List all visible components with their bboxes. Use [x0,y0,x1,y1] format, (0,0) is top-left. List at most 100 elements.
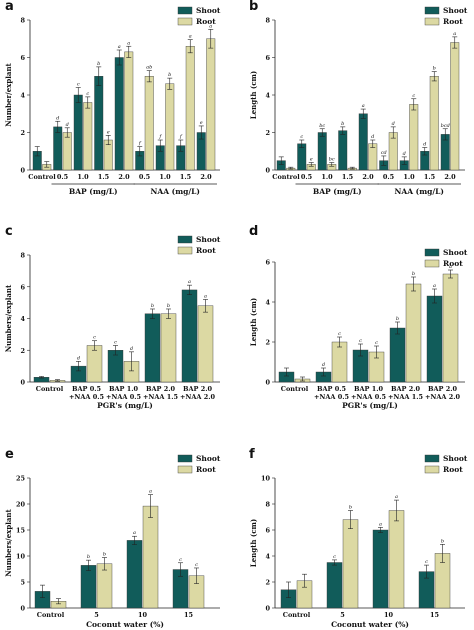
y-axis-label: Numbers/explant [4,509,13,577]
legend-swatch-root [424,259,440,268]
x-tick-label: 1.0 [159,173,171,181]
significance-letter: bcd [441,123,450,129]
y-tick-label: 2 [20,347,25,355]
x-tick-label: Control [281,385,309,393]
bar-shoot [326,562,343,609]
y-axis-label: Length (cm) [249,298,258,346]
chart-panel-c: c 0 2 4 6 8 Numbers/explant Shoot Root Control d c B… [4,224,221,410]
legend-label-shoot: Shoot [443,6,468,15]
panel-letter-e: e [5,447,14,462]
legend-swatch-root [424,17,440,26]
y-tick-label: 6 [265,527,270,535]
significance-letter: b [87,554,90,560]
group-label: NAA (mg/L) [151,187,200,196]
legend-swatch-root [177,17,193,26]
significance-letter: d [403,151,406,157]
bar-root [388,510,405,609]
legend-swatch-shoot [424,6,440,15]
significance-letter: a [189,34,192,40]
significance-letter: c [333,554,336,560]
bar-root [450,42,460,171]
y-tick-label: 4 [265,92,270,100]
x-tick-label: BAP 2.0 [183,385,212,393]
significance-letter: b [341,121,344,127]
significance-letter: b [349,505,352,511]
bar-root [206,38,216,171]
y-tick-label: 6 [20,283,25,291]
panel-letter-d: d [249,224,258,239]
x-tick-label: 1.0 [77,173,89,181]
x-tick-label: 10 [384,611,394,619]
significance-letter: b [396,316,399,322]
significance-letter: a [133,530,136,536]
chart-panel-a: a 0 2 4 6 8 Number/explant Shoot Root Control d d 0.… [4,0,221,196]
legend-swatch-root [424,465,440,474]
significance-letter: d [371,134,374,140]
bar-shoot [338,130,348,171]
x-tick-label: 2.0 [200,173,212,181]
x-tick-label: BAP 0.5 [72,385,101,393]
significance-letter: c [77,82,80,88]
legend-swatch-shoot [177,6,193,15]
x-tick-label: 2.0 [362,173,374,181]
significance-letter: a [395,494,398,500]
bar-root [62,132,72,171]
y-tick-label: 4 [265,553,270,561]
significance-letter: a [149,489,152,495]
x-axis-label: PGR's (mg/L) [342,401,398,410]
x-tick-label: +NAA 1.5 [143,393,179,401]
significance-letter: a [188,279,191,285]
x-tick-label: +NAA 0.5 [351,393,387,401]
legend-swatch-root [177,465,193,474]
x-tick-label: BAP 2.0 [428,385,457,393]
significance-letter: b [412,271,415,277]
significance-letter: b [103,552,106,558]
significance-letter: d [66,122,69,128]
chart-panel-e: e 0 5 10 15 20 25 Numbers/explant Shoot Root Contr… [4,447,221,629]
significance-letter: f [138,141,142,147]
x-tick-label: 2.0 [444,173,456,181]
bar-root [86,345,103,383]
significance-letter: d [56,115,59,121]
x-tick-label: Control [283,611,311,619]
y-tick-label: 4 [20,315,25,323]
significance-letter: cd [381,150,387,156]
x-tick-label: +NAA 2.0 [425,393,461,401]
legend-swatch-shoot [424,248,440,257]
significance-letter: a [118,44,121,50]
significance-letter: a [362,103,365,109]
bar-shoot [372,529,389,609]
x-tick-label: +NAA 0.5 [106,393,142,401]
y-tick-label: 0 [265,167,270,175]
significance-letter: c [375,340,378,346]
x-tick-label: 5 [340,611,345,619]
significance-letter: b [167,303,170,309]
significance-letter: e [200,120,203,126]
significance-letter: d [130,346,133,352]
y-tick-label: 8 [265,501,270,509]
bar-root [96,563,113,609]
bar-shoot [181,289,198,383]
significance-letter: b [168,72,171,78]
x-tick-label: BAP 1.0 [109,385,138,393]
x-tick-label: 15 [430,611,440,619]
bar-root [160,313,177,383]
significance-letter: b [151,303,154,309]
y-tick-label: 0 [20,605,25,613]
bar-shoot [317,132,327,171]
legend-label-shoot: Shoot [196,454,221,463]
bar-shoot [73,94,83,171]
significance-letter: d [392,121,395,127]
bar-shoot [80,565,97,609]
legend-label-root: Root [443,259,463,268]
x-tick-label: 0.5 [383,173,395,181]
x-tick-label: BAP 0.5 [317,385,346,393]
bar-root [142,505,159,609]
bar-shoot [53,126,63,171]
y-tick-label: 6 [265,259,270,267]
legend-label-root: Root [443,17,463,26]
y-axis-label: Length (cm) [249,519,258,567]
x-tick-label: 1.0 [403,173,415,181]
significance-letter: a [453,31,456,37]
